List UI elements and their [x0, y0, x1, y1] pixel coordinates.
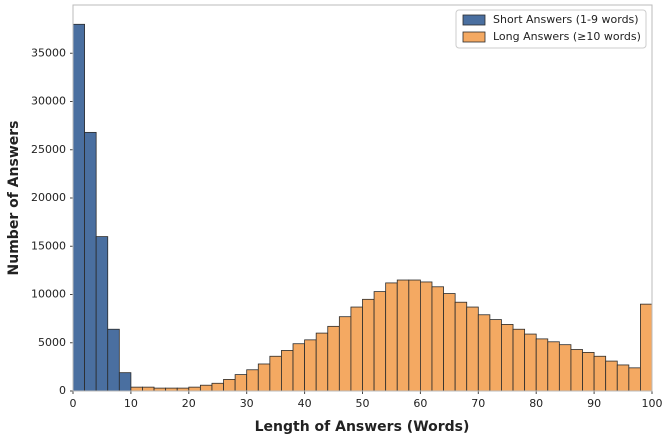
y-tick-label: 25000	[31, 143, 66, 156]
bar	[188, 386, 201, 392]
legend-swatch	[462, 31, 486, 43]
bar	[501, 324, 514, 392]
bar	[443, 293, 456, 392]
y-tick-label: 10000	[31, 288, 66, 301]
bar	[257, 363, 271, 392]
bar	[199, 384, 213, 392]
x-axis-label: Length of Answers (Words)	[255, 419, 470, 435]
bar	[223, 379, 236, 392]
bar	[466, 306, 479, 392]
bar	[477, 314, 491, 392]
bar	[118, 372, 132, 392]
bar	[431, 286, 444, 392]
bar	[350, 306, 363, 392]
bar	[385, 282, 398, 392]
bar	[616, 364, 630, 392]
bar	[338, 316, 352, 392]
bar	[211, 382, 224, 392]
bar	[640, 303, 653, 392]
bar	[327, 325, 340, 392]
bar	[593, 355, 607, 392]
bar	[304, 339, 317, 392]
bar	[107, 328, 120, 392]
x-tick-label: 10	[124, 397, 138, 410]
x-tick-label: 80	[529, 397, 543, 410]
x-tick-label: 50	[356, 397, 370, 410]
bar	[524, 333, 537, 392]
y-tick-label: 30000	[31, 95, 66, 108]
bar	[570, 349, 583, 392]
bar	[535, 338, 549, 392]
bar	[582, 351, 595, 392]
bar	[396, 279, 410, 392]
bar	[269, 355, 282, 392]
x-tick-label: 0	[70, 397, 77, 410]
bar	[454, 301, 468, 392]
bar	[234, 374, 248, 392]
legend-box	[455, 9, 647, 49]
bar	[95, 236, 109, 392]
bar	[84, 131, 97, 392]
y-tick-label: 35000	[31, 46, 66, 59]
y-axis-label: Number of Answers	[6, 121, 22, 276]
bar	[130, 386, 143, 392]
plot-frame	[72, 4, 653, 392]
y-tick-label: 15000	[31, 239, 66, 252]
y-tick-label: 0	[59, 384, 66, 397]
bar	[72, 23, 85, 392]
x-tick-label: 100	[642, 397, 663, 410]
bar	[489, 319, 502, 392]
bar	[558, 344, 572, 392]
x-tick-label: 70	[471, 397, 485, 410]
bar	[419, 281, 433, 392]
legend-swatch	[462, 14, 486, 26]
bar	[605, 360, 618, 392]
legend-label: Long Answers (≥10 words)	[493, 30, 641, 43]
bar	[362, 298, 375, 392]
bar	[408, 279, 421, 392]
bar	[246, 369, 259, 392]
y-tick-label: 5000	[38, 336, 66, 349]
bar	[547, 341, 560, 392]
bar	[281, 350, 294, 392]
x-tick-label: 30	[240, 397, 254, 410]
bar	[315, 332, 329, 392]
x-tick-label: 20	[182, 397, 196, 410]
legend-label: Short Answers (1-9 words)	[493, 13, 639, 26]
bar	[512, 328, 526, 392]
y-tick-label: 20000	[31, 191, 66, 204]
x-tick-label: 90	[587, 397, 601, 410]
bar	[373, 291, 387, 392]
x-tick-label: 60	[413, 397, 427, 410]
bar	[292, 343, 305, 392]
bar	[142, 386, 155, 392]
x-tick-label: 40	[298, 397, 312, 410]
bar	[628, 367, 641, 392]
